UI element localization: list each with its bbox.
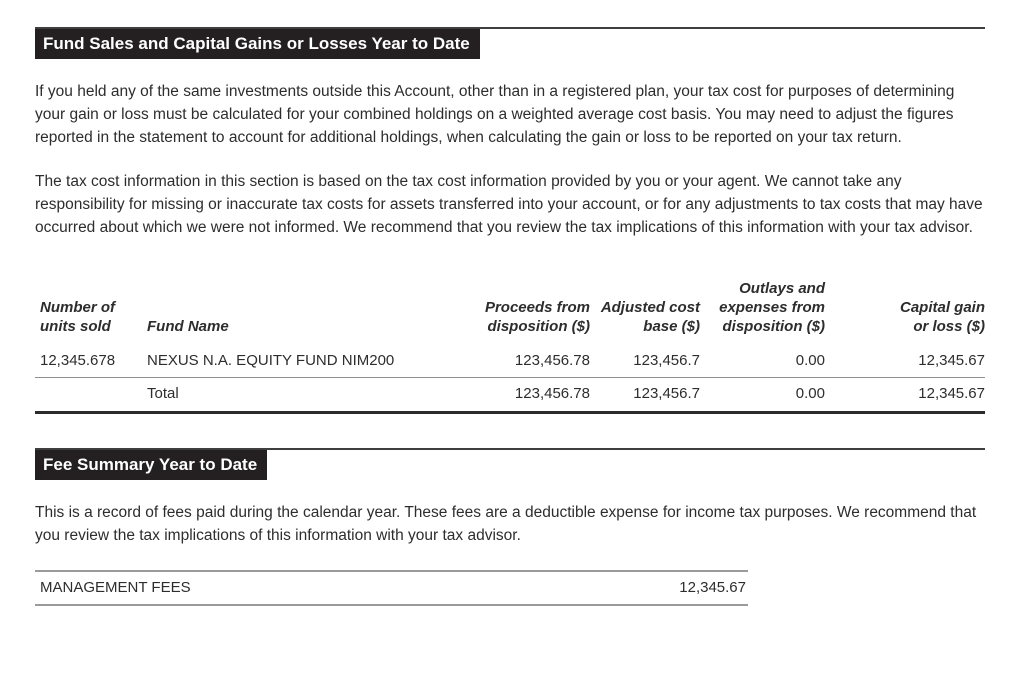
section-header-fee-summary: Fee Summary Year to Date (35, 448, 985, 480)
cell-total-outlays: 0.00 (795, 385, 825, 402)
table-total-row: Total 123,456.78 123,456.7 0.00 12,345.6… (35, 378, 985, 413)
fund-sales-paragraph-1: If you held any of the same investments … (35, 83, 955, 146)
fee-summary-section-title: Fee Summary Year to Date (35, 450, 268, 480)
cell-total-capital-gain: 12,345.67 (918, 385, 985, 402)
fee-row-management-fees: MANAGEMENT FEES 12,345.67 (35, 572, 748, 604)
fee-summary-paragraph: This is a record of fees paid during the… (35, 504, 977, 544)
section-header-fund-sales: Fund Sales and Capital Gains or Losses Y… (35, 27, 985, 59)
cell-units-sold: 12,345.678 (35, 348, 147, 378)
col-header-proceeds: Proceeds from disposition ($) (484, 299, 590, 335)
col-header-units-sold: Number of units sold (40, 299, 115, 335)
col-header-fund-name: Fund Name (147, 318, 229, 335)
col-header-capital-gain: Capital gain or loss ($) (899, 299, 985, 335)
fund-sales-table: Number of units sold Fund Name Proceeds … (35, 279, 985, 414)
cell-total-blank (35, 378, 147, 413)
fee-label: MANAGEMENT FEES (40, 579, 191, 596)
cell-outlays: 0.00 (700, 348, 825, 378)
cell-proceeds: 123,456.78 (457, 348, 590, 378)
fund-sales-table-header-row: Number of units sold Fund Name Proceeds … (35, 279, 985, 348)
fee-summary-table: MANAGEMENT FEES 12,345.67 (35, 570, 748, 606)
statement-page: Fund Sales and Capital Gains or Losses Y… (35, 27, 985, 606)
fund-sales-paragraph-2: The tax cost information in this section… (35, 173, 983, 236)
cell-total-adjusted-cost: 123,456.7 (633, 385, 700, 402)
col-header-adjusted-cost: Adjusted cost base ($) (600, 299, 700, 335)
cell-total-label: Total (147, 385, 179, 402)
fund-sales-section-title: Fund Sales and Capital Gains or Losses Y… (35, 29, 480, 59)
cell-fund-name: NEXUS N.A. EQUITY FUND NIM200 (147, 348, 457, 378)
table-row: 12,345.678 NEXUS N.A. EQUITY FUND NIM200… (35, 348, 985, 378)
fee-amount: 12,345.67 (679, 579, 746, 596)
cell-adjusted-cost: 123,456.7 (590, 348, 700, 378)
cell-total-proceeds: 123,456.78 (514, 385, 590, 402)
cell-capital-gain: 12,345.67 (825, 348, 985, 378)
col-header-outlays: Outlays and expenses from disposition ($… (719, 280, 825, 335)
